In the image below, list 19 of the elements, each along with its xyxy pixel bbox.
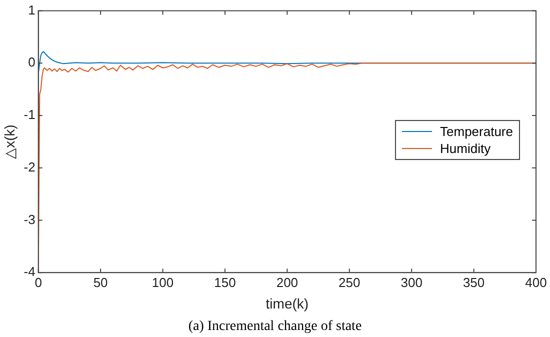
x-tick-label: 150 xyxy=(214,274,236,290)
y-tick-label: 0 xyxy=(28,54,36,70)
y-tick-label: 1 xyxy=(28,2,36,18)
x-tick-label: 200 xyxy=(276,274,298,290)
x-tick-label: 350 xyxy=(462,274,485,290)
x-axis-title: time(k) xyxy=(266,295,309,312)
x-tick-label: 400 xyxy=(525,274,547,290)
y-tick-label: -2 xyxy=(24,159,36,174)
y-tick-label: -4 xyxy=(24,264,36,280)
x-tick-label: 250 xyxy=(338,274,360,290)
y-axis-title: △x(k) xyxy=(1,124,18,159)
text: (a) Incremental change of state xyxy=(187,319,363,335)
y-tick-label: -1 xyxy=(24,107,36,122)
legend-label: Humidity xyxy=(440,140,491,157)
x-tick-label: 50 xyxy=(93,274,108,290)
y-tick-label: -3 xyxy=(24,212,36,227)
x-tick-label: 300 xyxy=(400,274,422,290)
legend-label: Temperature xyxy=(440,123,513,140)
x-tick-label: 100 xyxy=(152,274,174,290)
